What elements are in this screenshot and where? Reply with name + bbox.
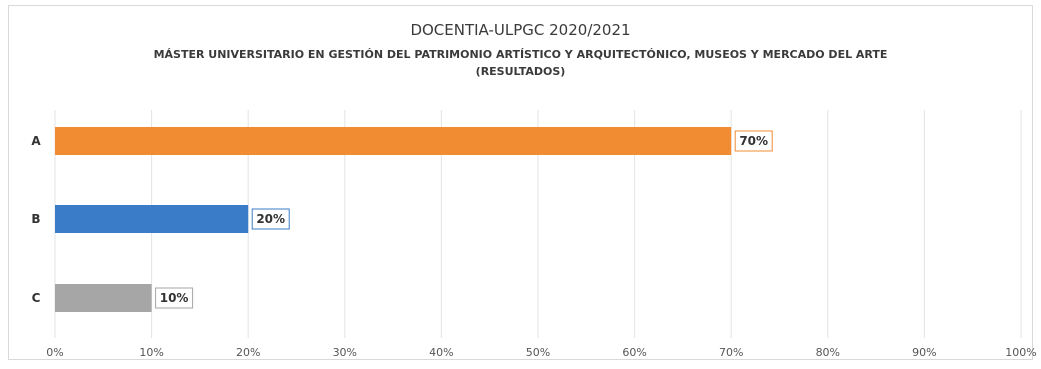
chart-subtitle-2: (RESULTADOS) [475,65,566,78]
x-tick-label: 80% [816,346,840,359]
chart-frame [8,5,1033,360]
x-tick-label: 50% [526,346,550,359]
x-tick-label: 90% [912,346,936,359]
x-tick-label: 0% [46,346,63,359]
x-tick-label: 10% [139,346,163,359]
chart-subtitle: MÁSTER UNIVERSITARIO EN GESTIÓN DEL PATR… [153,48,888,61]
data-label: 20% [256,212,285,226]
x-tick-label: 60% [622,346,646,359]
data-label-box [734,130,773,152]
data-label: 70% [739,134,768,148]
bar [55,284,152,312]
data-label-box [155,287,194,309]
chart-title: DOCENTIA-ULPGC 2020/2021 [410,21,631,39]
category-label: C [32,291,41,305]
x-tick-label: 100% [1005,346,1036,359]
category-label: A [31,134,41,148]
x-tick-label: 40% [429,346,453,359]
bar [55,205,249,233]
x-tick-label: 20% [236,346,260,359]
data-label: 10% [160,291,189,305]
bar [55,127,732,155]
x-tick-label: 70% [719,346,743,359]
category-label: B [31,212,40,226]
x-tick-label: 30% [333,346,357,359]
data-label-box [251,208,290,230]
